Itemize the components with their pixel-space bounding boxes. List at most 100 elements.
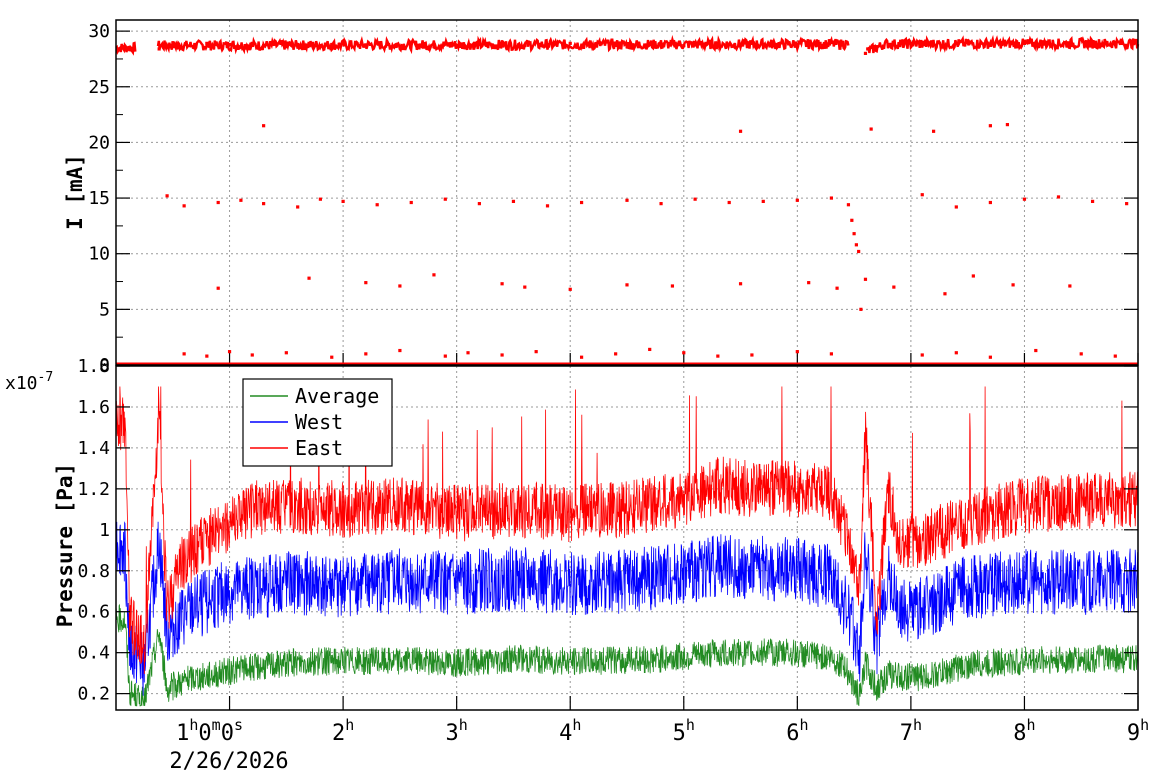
- current-point: [1090, 199, 1095, 204]
- current-point: [682, 351, 686, 355]
- current-point: [693, 197, 697, 201]
- current-point: [636, 45, 640, 49]
- current-panel: 0 5 10 15 20 25 30 I [mA]: [63, 19, 1140, 376]
- current-y-tick-label: 10: [88, 244, 110, 265]
- pressure-y-tick-label: 0.8: [77, 561, 110, 582]
- current-point: [330, 355, 334, 359]
- current-point: [1034, 348, 1038, 353]
- current-point: [670, 284, 675, 288]
- current-point: [857, 249, 861, 254]
- legend-label-west: West: [295, 410, 343, 434]
- current-point: [296, 205, 300, 209]
- current-point: [829, 352, 833, 356]
- current-y-tick-label: 30: [88, 21, 110, 42]
- current-point: [375, 203, 379, 207]
- current-point: [227, 42, 232, 47]
- current-point: [738, 129, 743, 133]
- x-tick-label: 7h: [900, 716, 922, 746]
- current-y-axis-title: I [mA]: [63, 154, 87, 230]
- current-point: [284, 45, 288, 49]
- current-point: [1079, 352, 1083, 356]
- current-point: [409, 200, 413, 205]
- current-y-tick-label: 0: [99, 355, 110, 376]
- current-point: [318, 197, 322, 201]
- current-point: [579, 355, 584, 359]
- current-point: [307, 276, 311, 280]
- current-point: [511, 199, 516, 204]
- pressure-frame: [115, 365, 1139, 711]
- current-point: [364, 281, 368, 285]
- current-point: [1113, 354, 1117, 358]
- pressure-series: [115, 386, 1139, 707]
- x-tick-label: 8h: [1013, 716, 1035, 746]
- current-point: [648, 347, 652, 352]
- current-point: [443, 354, 447, 358]
- current-point: [477, 202, 481, 206]
- legend-label-average: Average: [295, 384, 379, 408]
- current-point: [795, 198, 799, 202]
- current-point: [971, 274, 975, 278]
- current-point: [932, 129, 936, 133]
- current-point: [398, 284, 402, 288]
- current-point: [818, 41, 822, 45]
- current-point: [1005, 123, 1010, 127]
- current-point: [852, 232, 856, 236]
- current-point: [205, 354, 209, 358]
- current-point: [863, 51, 868, 55]
- current-point: [534, 350, 538, 354]
- current-point: [1056, 195, 1061, 199]
- current-point: [859, 307, 863, 311]
- current-band: [156, 34, 850, 55]
- current-point: [157, 47, 161, 51]
- current-point: [795, 350, 799, 354]
- current-point: [854, 243, 858, 247]
- current-point: [432, 273, 436, 277]
- current-point: [835, 286, 839, 290]
- current-point: [738, 282, 743, 286]
- x-tick-label: 2h: [332, 716, 354, 746]
- current-points: [115, 34, 1140, 366]
- current-point: [1011, 283, 1015, 287]
- current-point: [863, 277, 868, 281]
- current-point: [943, 292, 947, 296]
- x-tick-label: 5h: [673, 716, 695, 746]
- current-y-tick-label: 15: [88, 188, 110, 209]
- current-point: [443, 197, 447, 201]
- current-point: [466, 351, 470, 355]
- legend-label-east: East: [295, 436, 343, 460]
- current-point: [869, 127, 873, 131]
- current-point: [364, 352, 368, 356]
- current-point: [500, 282, 504, 286]
- current-point: [846, 203, 851, 207]
- current-point: [227, 350, 232, 354]
- current-point: [1113, 40, 1117, 44]
- current-point: [165, 194, 169, 198]
- pressure-y-tick-label: 1.8: [77, 356, 110, 377]
- current-point: [807, 281, 811, 285]
- current-y-ticks: 0 5 10 15 20 25 30: [88, 21, 1138, 376]
- current-frame: [115, 19, 1139, 366]
- current-point: [284, 351, 288, 355]
- current-point: [579, 200, 584, 205]
- current-point: [727, 200, 731, 205]
- current-point: [341, 199, 345, 204]
- current-point: [954, 205, 958, 209]
- current-point: [750, 353, 754, 357]
- current-band: [115, 41, 137, 56]
- current-point: [920, 353, 924, 357]
- pressure-y-tick-label: 1.6: [77, 397, 110, 418]
- current-point: [176, 46, 181, 50]
- pressure-y-tick-label: 1.4: [77, 438, 110, 459]
- current-point: [988, 355, 992, 359]
- pressure-exponent-label: x10-7: [5, 370, 53, 394]
- current-point: [568, 287, 572, 291]
- current-point: [761, 199, 765, 204]
- current-point: [1022, 197, 1027, 201]
- current-point: [239, 198, 243, 202]
- x-axis-date: 2/26/2026: [169, 749, 288, 774]
- x-tick-label: 9h: [1127, 716, 1149, 746]
- current-point: [892, 285, 896, 289]
- pressure-y-tick-label: 0.6: [77, 602, 110, 623]
